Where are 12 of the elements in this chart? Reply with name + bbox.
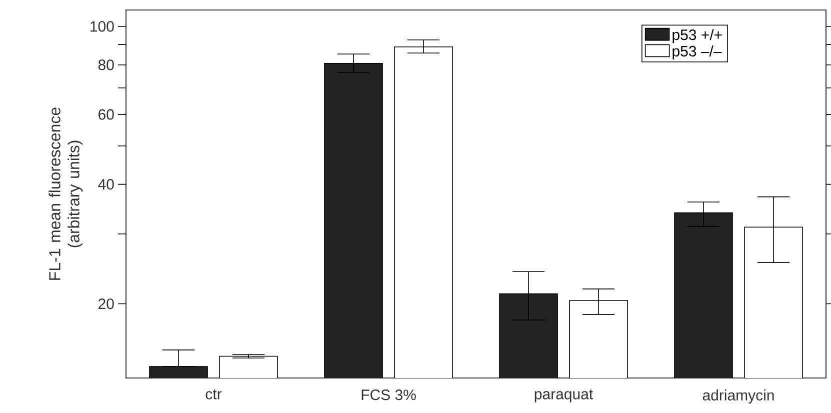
y-tick-label: 40 bbox=[98, 179, 114, 190]
x-tick-label: paraquat bbox=[534, 390, 593, 402]
x-tick-label: ctr bbox=[206, 390, 222, 400]
y-tick-label: 100 bbox=[90, 21, 114, 32]
x-tick-label: adriamycin bbox=[702, 390, 774, 404]
y-tick-label: 20 bbox=[98, 298, 114, 310]
legend-label: p53 –/– bbox=[672, 45, 722, 60]
y-tick-label: 80 bbox=[98, 60, 114, 70]
x-tick-label: FCS 3% bbox=[362, 390, 416, 400]
legend-label: p53 +/+ bbox=[672, 29, 722, 44]
y-axis-title: FL-1 mean fluorescence (arbitrary units) bbox=[48, 108, 83, 280]
y-tick-label: 60 bbox=[98, 109, 114, 120]
